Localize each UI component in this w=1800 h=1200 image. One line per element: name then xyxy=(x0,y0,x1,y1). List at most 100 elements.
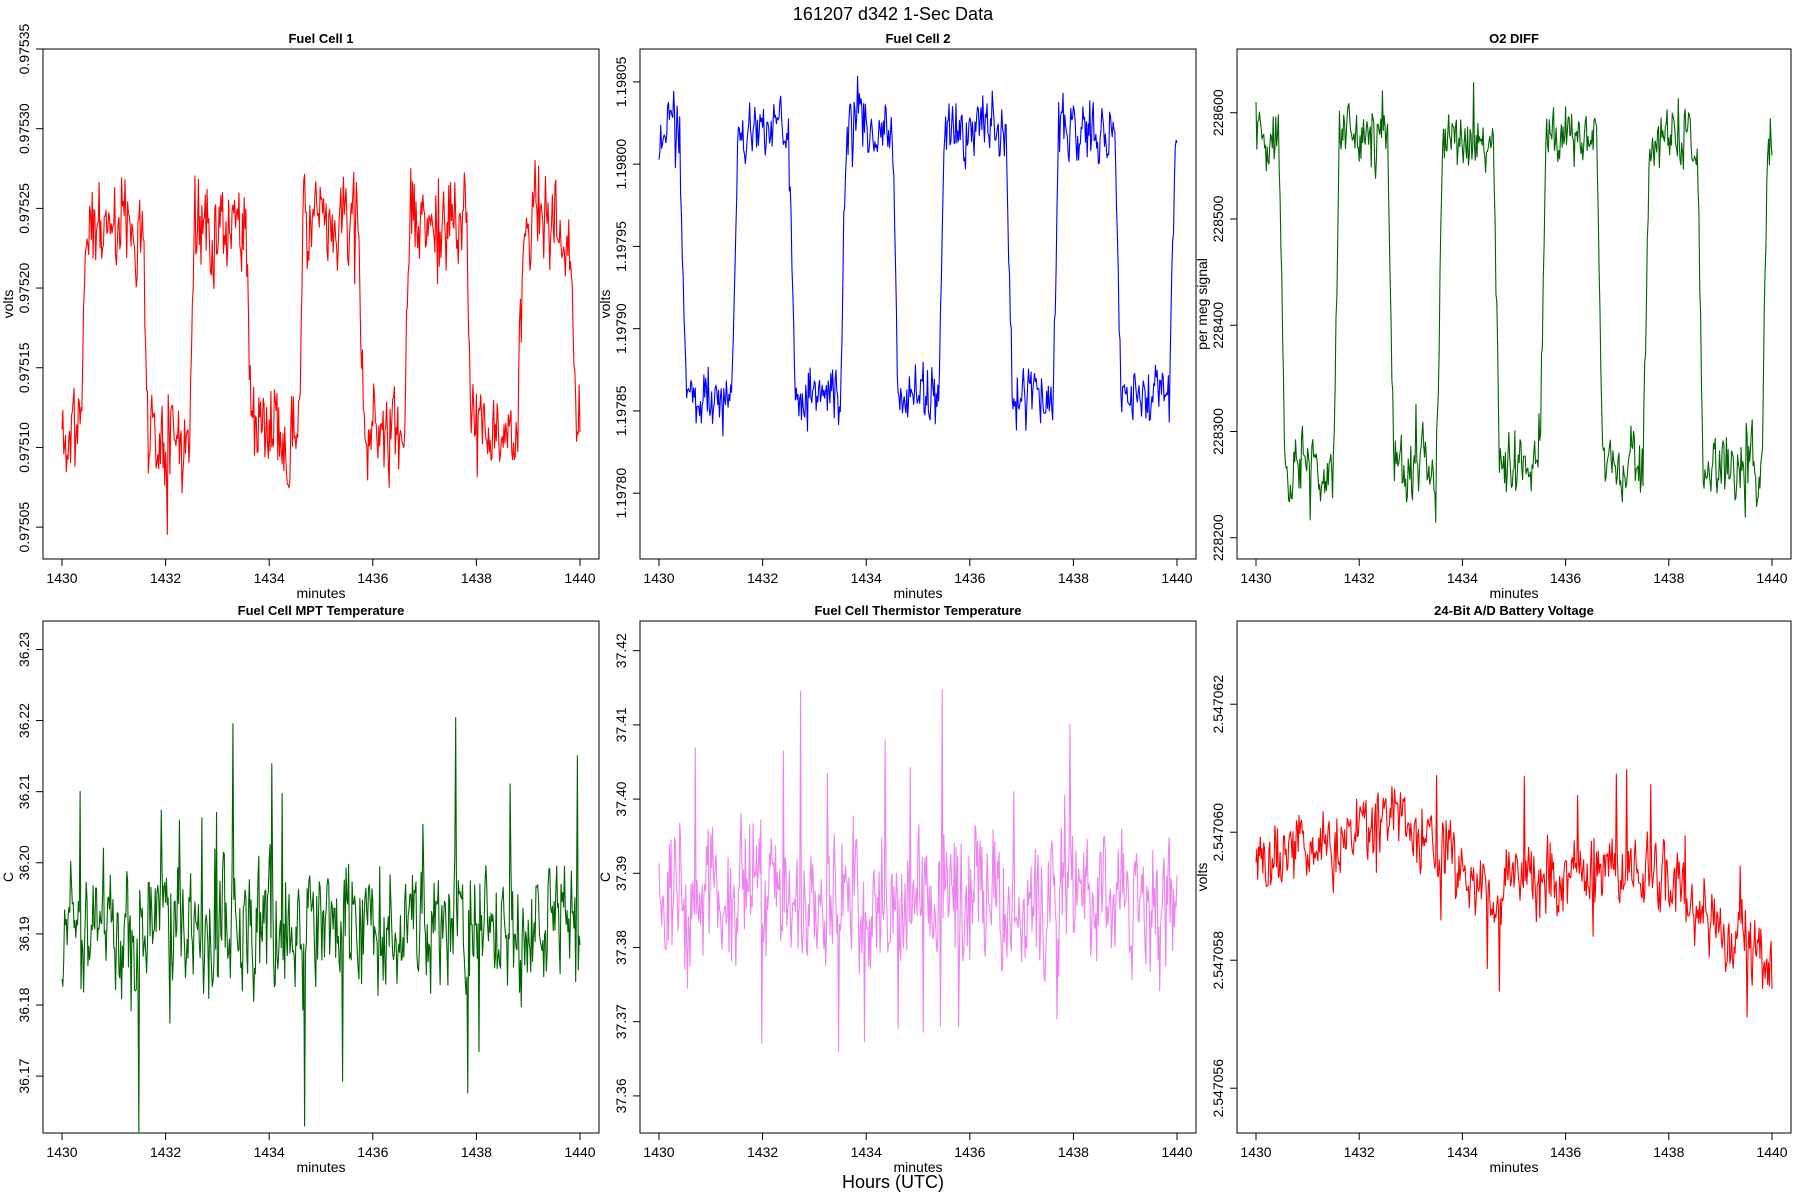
x-tick-label: 1434 xyxy=(851,570,882,586)
x-tick-label: 1432 xyxy=(1344,570,1375,586)
x-tick-label: 1430 xyxy=(1240,570,1271,586)
x-tick-label: 1430 xyxy=(1240,1144,1271,1160)
y-tick-label: 37.41 xyxy=(613,707,629,742)
panel-title: Fuel Cell MPT Temperature xyxy=(238,603,405,618)
y-tick-label: 1.19785 xyxy=(613,385,629,436)
x-tick-label: 1432 xyxy=(150,1144,181,1160)
y-tick-label: 0.97510 xyxy=(16,422,32,473)
y-tick-label: 37.40 xyxy=(613,781,629,816)
x-tick-label: 1436 xyxy=(357,1144,388,1160)
series-line xyxy=(61,159,581,535)
y-tick-label: 37.39 xyxy=(613,856,629,891)
y-tick-label: 37.38 xyxy=(613,930,629,965)
y-tick-label: 228400 xyxy=(1210,302,1226,349)
plot-frame xyxy=(42,620,600,1134)
y-tick-label: 0.97535 xyxy=(16,23,32,74)
y-tick-label: 37.36 xyxy=(613,1078,629,1113)
x-tick-label: 1440 xyxy=(1756,570,1787,586)
y-axis-label: per meg signal xyxy=(1194,258,1210,350)
x-tick-label: 1438 xyxy=(461,1144,492,1160)
panel-4: Fuel Cell MPT Temperature 1430 1432 1434 143… xyxy=(0,603,600,1175)
panel-title: Fuel Cell 1 xyxy=(288,31,353,46)
panel-3: O2 DIFF 1430 1432 1434 1436 1438 1440 minutes 22… xyxy=(1194,31,1792,601)
x-tick-label: 1434 xyxy=(1447,570,1478,586)
x-tick-label: 1440 xyxy=(1161,570,1192,586)
y-tick-label: 36.21 xyxy=(16,774,32,809)
x-tick-label: 1430 xyxy=(643,1144,674,1160)
y-tick-label: 0.97525 xyxy=(16,183,32,234)
figure-title: 161207 d342 1-Sec Data xyxy=(793,4,994,24)
x-axis-label: minutes xyxy=(1489,1159,1538,1175)
y-tick-label: 1.19795 xyxy=(613,221,629,272)
x-tick-label: 1430 xyxy=(643,570,674,586)
x-tick-label: 1432 xyxy=(150,570,181,586)
x-tick-label: 1440 xyxy=(1756,1144,1787,1160)
y-tick-label: 1.19790 xyxy=(613,303,629,354)
series-line xyxy=(658,75,1178,437)
y-axis-label: C xyxy=(0,872,16,882)
x-tick-label: 1438 xyxy=(1653,1144,1684,1160)
y-tick-label: 2.547056 xyxy=(1210,1059,1226,1118)
y-tick-label: 0.97530 xyxy=(16,103,32,154)
panel-1: Fuel Cell 1 1430 1432 1434 1436 1438 1440 minut… xyxy=(0,23,600,601)
x-tick-label: 1436 xyxy=(954,1144,985,1160)
panel-2: Fuel Cell 2 1430 1432 1434 1436 1438 1440 minut… xyxy=(597,31,1197,601)
y-tick-label: 228600 xyxy=(1210,89,1226,136)
x-tick-label: 1434 xyxy=(851,1144,882,1160)
x-tick-label: 1436 xyxy=(1550,570,1581,586)
x-axis-label: minutes xyxy=(1489,585,1538,601)
x-tick-label: 1438 xyxy=(1058,570,1089,586)
x-tick-label: 1438 xyxy=(461,570,492,586)
plot-frame xyxy=(1236,48,1792,560)
x-axis-label: minutes xyxy=(296,1159,345,1175)
y-tick-label: 37.42 xyxy=(613,633,629,668)
y-tick-label: 36.23 xyxy=(16,632,32,667)
x-tick-label: 1430 xyxy=(46,1144,77,1160)
y-tick-label: 0.97515 xyxy=(16,342,32,393)
y-tick-label: 37.37 xyxy=(613,1004,629,1039)
y-tick-label: 228300 xyxy=(1210,408,1226,455)
y-axis-label: volts xyxy=(1194,863,1210,892)
x-tick-label: 1436 xyxy=(954,570,985,586)
x-tick-label: 1440 xyxy=(1161,1144,1192,1160)
y-tick-label: 36.19 xyxy=(16,916,32,951)
x-tick-label: 1432 xyxy=(747,570,778,586)
y-tick-label: 2.547060 xyxy=(1210,803,1226,862)
y-tick-label: 228500 xyxy=(1210,195,1226,242)
y-tick-label: 0.97520 xyxy=(16,263,32,314)
plot-frame xyxy=(639,48,1197,560)
y-tick-label: 0.97505 xyxy=(16,502,32,553)
x-axis-label: minutes xyxy=(893,1159,942,1175)
x-tick-label: 1432 xyxy=(1344,1144,1375,1160)
y-tick-label: 228200 xyxy=(1210,514,1226,561)
x-tick-label: 1440 xyxy=(564,1144,595,1160)
x-tick-label: 1430 xyxy=(46,570,77,586)
y-tick-label: 36.22 xyxy=(16,703,32,738)
x-tick-label: 1434 xyxy=(254,570,285,586)
y-tick-label: 1.19805 xyxy=(613,56,629,107)
panel-title: Fuel Cell 2 xyxy=(885,31,950,46)
y-tick-label: 1.19780 xyxy=(613,468,629,519)
series-line xyxy=(658,689,1178,1053)
x-axis-label: minutes xyxy=(296,585,345,601)
y-tick-label: 36.20 xyxy=(16,845,32,880)
plot-frame xyxy=(42,48,600,560)
x-tick-label: 1434 xyxy=(1447,1144,1478,1160)
series-line xyxy=(1255,82,1773,523)
panel-5: Fuel Cell Thermistor Temperature 1430 1432… xyxy=(597,603,1197,1175)
series-line xyxy=(1255,769,1773,1018)
x-tick-label: 1436 xyxy=(357,570,388,586)
x-tick-label: 1432 xyxy=(747,1144,778,1160)
panel-title: O2 DIFF xyxy=(1489,31,1539,46)
y-axis-label: volts xyxy=(597,290,613,319)
plot-frame xyxy=(1236,620,1792,1134)
panel-6: 24-Bit A/D Battery Voltage 1430 1432 1434 14… xyxy=(1194,603,1792,1175)
y-axis-label: volts xyxy=(0,290,16,319)
y-tick-label: 36.17 xyxy=(16,1058,32,1093)
x-tick-label: 1436 xyxy=(1550,1144,1581,1160)
y-tick-label: 2.547062 xyxy=(1210,675,1226,734)
y-tick-label: 36.18 xyxy=(16,987,32,1022)
x-tick-label: 1440 xyxy=(564,570,595,586)
y-tick-label: 1.19800 xyxy=(613,139,629,190)
